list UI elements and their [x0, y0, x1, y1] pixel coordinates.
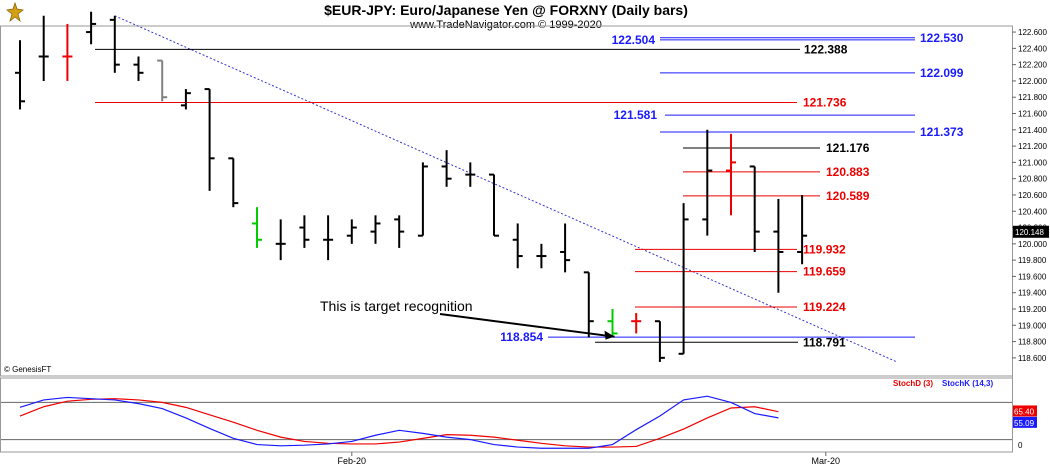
app-logo-icon	[4, 1, 26, 23]
stochk-series-line	[19, 395, 779, 449]
level-label: 120.589	[826, 189, 870, 203]
annotation-arrow	[439, 313, 615, 338]
chart-subtitle: www.TradeNavigator.com © 1999-2020	[410, 19, 602, 31]
stochk-legend: StochK (14,3)	[942, 379, 993, 388]
stochd-last-label: 65.40	[1014, 407, 1035, 416]
y-tick-label: 120.800	[1018, 175, 1047, 184]
y-tick-label: 119.600	[1018, 272, 1047, 281]
level-label: 118.854	[500, 330, 543, 344]
y-tick-label: 121.000	[1018, 158, 1047, 167]
arrow-head-icon	[604, 330, 615, 340]
level-label: 118.791	[803, 335, 846, 349]
level-label: 121.373	[920, 125, 964, 139]
y-tick-label: 122.600	[1018, 28, 1047, 37]
y-tick-label: 119.000	[1018, 321, 1047, 330]
chart-title: $EUR-JPY: Euro/Japanese Yen @ FORXNY (Da…	[324, 2, 688, 18]
y-tick-label: 120.400	[1018, 207, 1047, 216]
y-tick-label: 121.600	[1018, 110, 1047, 119]
y-tick-label: 122.400	[1018, 44, 1047, 53]
y-tick-label: 122.200	[1018, 61, 1047, 70]
stochd-legend: StochD (3)	[893, 379, 933, 388]
y-tick-label: 119.200	[1018, 305, 1047, 314]
stoch-panel-frame	[0, 377, 1013, 453]
level-label: 122.504	[612, 33, 656, 47]
stochd-series-line	[19, 398, 779, 448]
level-label: 122.388	[804, 42, 848, 56]
x-tick-label: Mar-20	[812, 456, 841, 464]
stochk-last-box	[1013, 416, 1037, 428]
level-label: 119.224	[803, 300, 846, 314]
annotation-text: This is target recognition	[320, 298, 473, 314]
level-label: 119.932	[803, 242, 846, 256]
x-tick-label: Feb-20	[338, 456, 367, 464]
level-label: 121.176	[826, 141, 870, 155]
copyright-label: © GenesisFT	[4, 365, 51, 374]
y-tick-label: 120.000	[1018, 240, 1047, 249]
chart-header: $EUR-JPY: Euro/Japanese Yen @ FORXNY (Da…	[0, 0, 1012, 31]
y-tick-label: 120.600	[1018, 191, 1047, 200]
y-tick-label: 118.800	[1018, 338, 1047, 347]
stochd-last-box	[1013, 405, 1037, 417]
last-price-box	[1013, 225, 1049, 238]
downtrend-line	[114, 15, 898, 363]
level-label: 119.659	[803, 265, 846, 279]
stochk-last-label: 55.09	[1014, 419, 1035, 428]
y-tick-label: 121.200	[1018, 142, 1047, 151]
y-tick-label: 119.800	[1018, 256, 1047, 265]
y-tick-label: 118.600	[1018, 354, 1047, 363]
y-tick-label: 119.400	[1018, 289, 1047, 298]
level-label: 122.530	[920, 31, 964, 45]
level-label: 121.581	[614, 108, 658, 122]
y-tick-label: 122.000	[1018, 77, 1047, 86]
level-label: 121.736	[803, 95, 847, 109]
y-tick-label: 121.400	[1018, 126, 1047, 135]
y-tick-label: 121.800	[1018, 93, 1047, 102]
level-label: 122.099	[920, 66, 964, 80]
level-label: 120.883	[826, 165, 870, 179]
last-price-label: 120.148	[1015, 228, 1044, 237]
stoch-y-tick-label: 0	[1018, 441, 1023, 450]
